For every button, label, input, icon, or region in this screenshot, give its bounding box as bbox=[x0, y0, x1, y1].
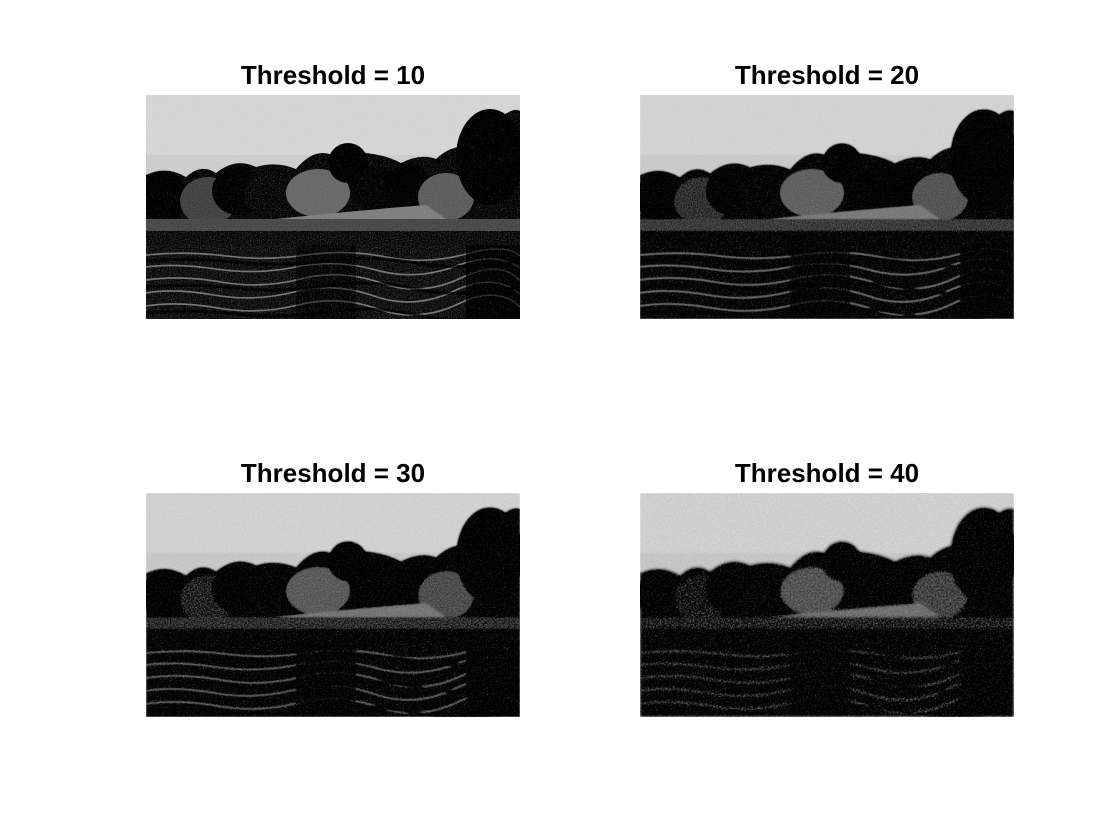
subplot-title: Threshold = 30 bbox=[240, 458, 426, 488]
grayscale-lake-image bbox=[146, 493, 520, 717]
subplot-title: Threshold = 40 bbox=[734, 458, 920, 488]
grayscale-lake-image bbox=[146, 95, 520, 319]
grayscale-lake-image bbox=[640, 493, 1014, 717]
subplot-title: Threshold = 10 bbox=[240, 60, 426, 90]
grayscale-lake-image bbox=[640, 95, 1014, 319]
subplot-title: Threshold = 20 bbox=[734, 60, 920, 90]
